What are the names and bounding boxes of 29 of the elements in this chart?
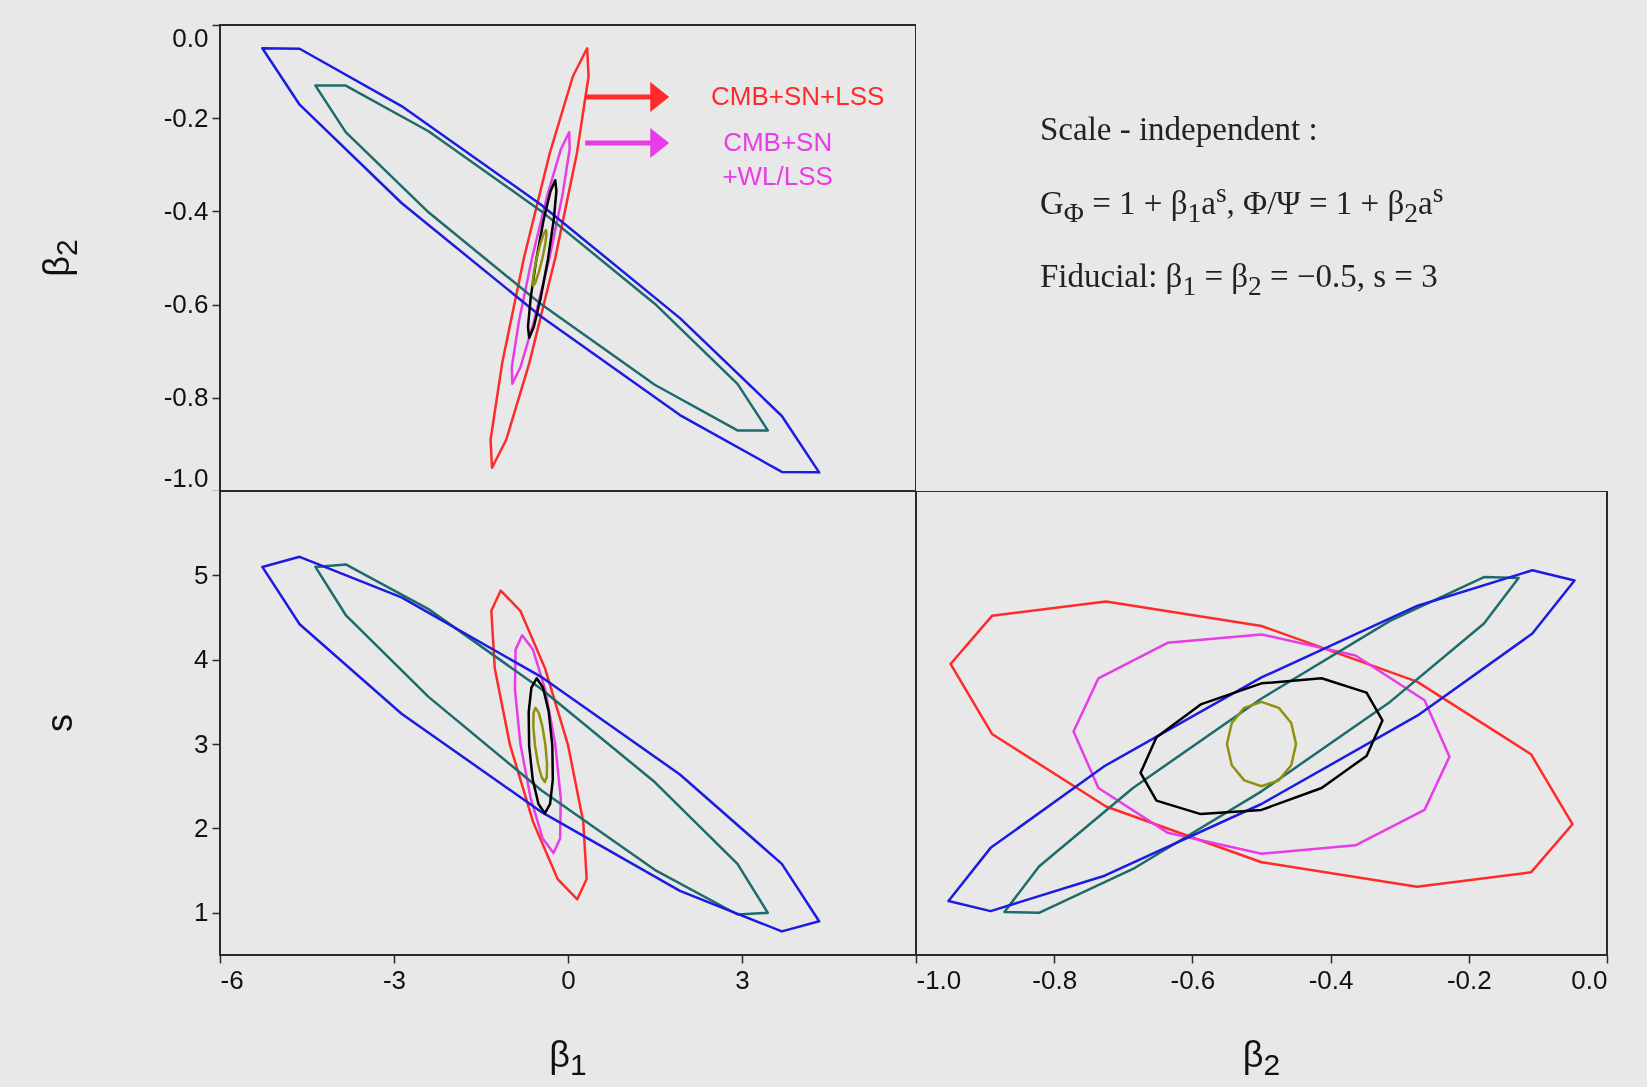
x-axis-title: β$_{1}$ xyxy=(549,1033,587,1083)
x-axis-title: β$_{2}$ xyxy=(1242,1033,1281,1083)
y-tick-label: 3 xyxy=(194,728,209,759)
legend-label: CMB+SN+LSS xyxy=(710,81,885,111)
y-tick-label: -1.0 xyxy=(163,462,209,493)
y-tick-label: 0.0 xyxy=(172,22,209,53)
x-tick-label: 3 xyxy=(735,964,750,995)
y-tick-label: -0.6 xyxy=(163,289,209,320)
y-tick-label: 2 xyxy=(194,812,209,843)
y-tick-label: 1 xyxy=(194,897,209,928)
y-tick-label: -0.4 xyxy=(163,195,209,226)
x-tick-label: -3 xyxy=(382,964,407,995)
x-tick-label: -0.2 xyxy=(1446,964,1492,995)
y-axis-title: s xyxy=(39,714,81,732)
y-tick-label: 4 xyxy=(194,644,209,675)
y-tick-label: -0.2 xyxy=(163,102,209,133)
legend-label: CMB+SN +WL/LSS xyxy=(722,127,833,191)
x-tick-label: -0.6 xyxy=(1170,964,1216,995)
x-tick-label: -0.8 xyxy=(1032,964,1078,995)
x-tick-label: 0.0 xyxy=(1571,964,1608,995)
y-tick-label: -0.8 xyxy=(163,382,209,413)
x-tick-label: 0 xyxy=(561,964,576,995)
text: G$_{Φ}$ = 1 + β$_{1}$a$^{s}$, Φ/Ψ = 1 + β$_{2}$a$^{s}$ xyxy=(1040,177,1444,228)
x-tick-label: -1.0 xyxy=(916,964,962,995)
x-tick-label: -0.4 xyxy=(1308,964,1354,995)
x-tick-label: -6 xyxy=(220,964,244,995)
text: Fiducial: β$_{1}$ = β$_{2}$ = −0.5, s = 3 xyxy=(1040,256,1439,303)
text: Scale - independent : xyxy=(1040,110,1319,149)
y-tick-label: 5 xyxy=(194,559,209,590)
